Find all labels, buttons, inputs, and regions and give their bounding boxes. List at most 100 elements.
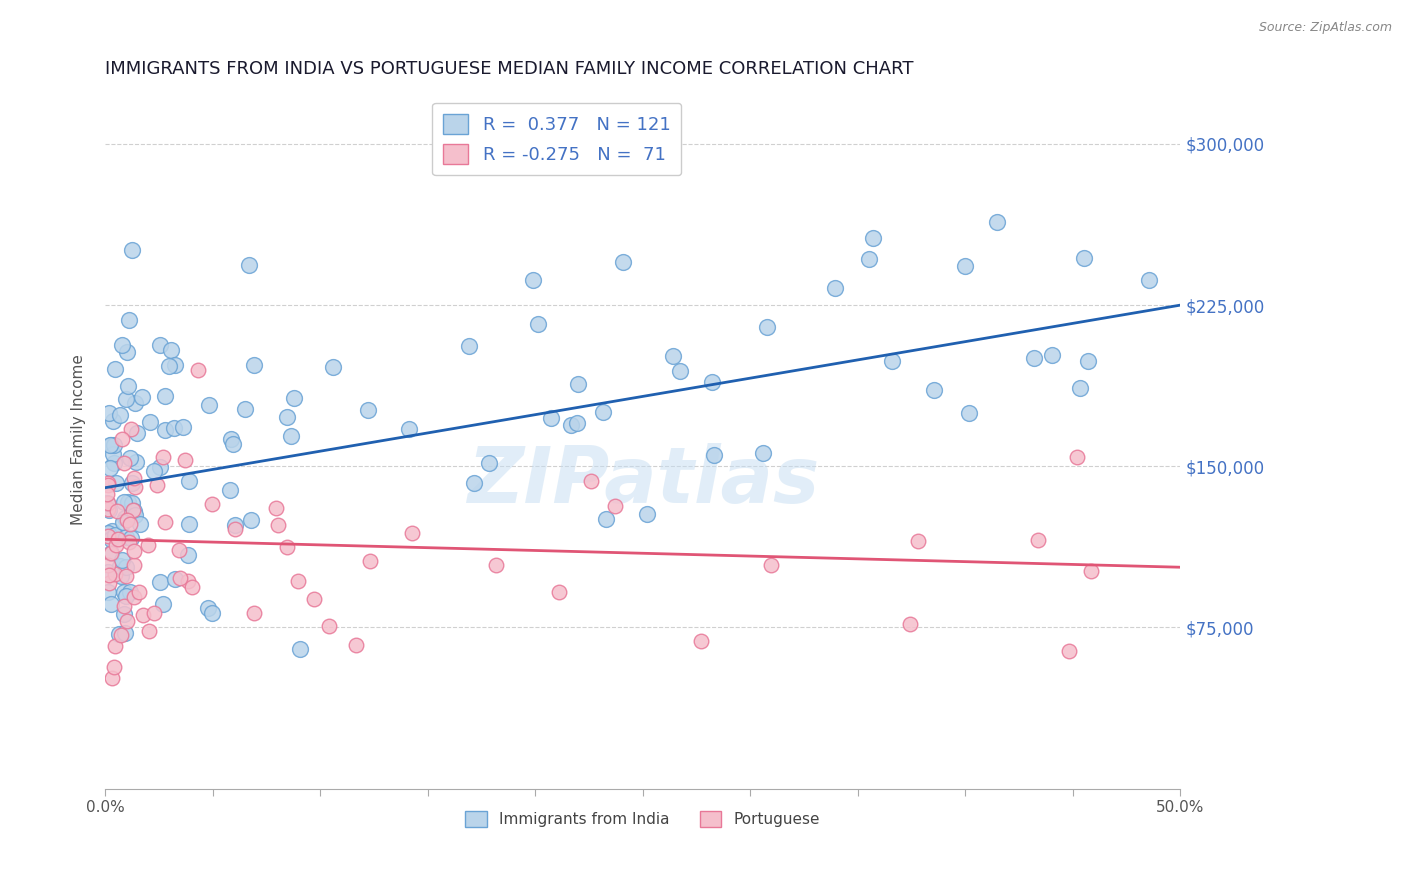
Point <box>359 554 381 568</box>
Point <box>592 405 614 419</box>
Point <box>222 437 245 451</box>
Point <box>463 475 485 490</box>
Point <box>131 390 153 404</box>
Point <box>98 502 121 516</box>
Point <box>636 507 658 521</box>
Point <box>527 317 550 331</box>
Text: Source: ZipAtlas.com: Source: ZipAtlas.com <box>1258 21 1392 34</box>
Point <box>112 599 135 613</box>
Point <box>97 565 120 579</box>
Point <box>242 606 264 620</box>
Legend: Immigrants from India, Portuguese: Immigrants from India, Portuguese <box>460 805 827 833</box>
Point <box>100 438 122 452</box>
Point <box>1026 533 1049 547</box>
Point <box>959 405 981 419</box>
Point <box>146 477 169 491</box>
Point <box>115 559 138 574</box>
Point <box>114 589 136 603</box>
Point <box>703 448 725 462</box>
Point <box>824 281 846 295</box>
Point <box>122 543 145 558</box>
Point <box>104 639 127 653</box>
Point <box>103 438 125 452</box>
Point <box>111 432 134 446</box>
Point <box>97 576 120 591</box>
Point <box>101 414 124 428</box>
Point <box>124 396 146 410</box>
Point <box>197 398 219 412</box>
Point <box>104 538 127 552</box>
Point <box>98 461 121 475</box>
Point <box>595 512 617 526</box>
Point <box>112 494 135 508</box>
Point <box>287 574 309 588</box>
Point <box>121 496 143 510</box>
Point <box>201 606 224 620</box>
Point <box>118 534 141 549</box>
Point <box>1137 273 1160 287</box>
Point <box>169 571 191 585</box>
Point <box>560 417 582 432</box>
Point <box>107 532 129 546</box>
Point <box>121 243 143 257</box>
Point <box>122 503 145 517</box>
Point <box>276 541 298 555</box>
Point <box>110 628 132 642</box>
Point <box>152 450 174 464</box>
Point <box>118 517 141 532</box>
Point <box>302 592 325 607</box>
Point <box>160 343 183 358</box>
Point <box>907 534 929 549</box>
Point <box>187 362 209 376</box>
Point <box>239 513 262 527</box>
Point <box>118 585 141 599</box>
Point <box>165 573 187 587</box>
Point <box>163 421 186 435</box>
Point <box>104 566 127 581</box>
Point <box>579 475 602 489</box>
Text: IMMIGRANTS FROM INDIA VS PORTUGUESE MEDIAN FAMILY INCOME CORRELATION CHART: IMMIGRANTS FROM INDIA VS PORTUGUESE MEDI… <box>105 60 914 78</box>
Point <box>238 258 260 272</box>
Point <box>1080 564 1102 578</box>
Point <box>112 515 135 529</box>
Point <box>96 486 118 500</box>
Point <box>1069 381 1091 395</box>
Point <box>522 273 544 287</box>
Point <box>136 538 159 552</box>
Y-axis label: Median Family Income: Median Family Income <box>72 354 86 524</box>
Point <box>1073 252 1095 266</box>
Point <box>986 215 1008 229</box>
Point <box>121 475 143 490</box>
Point <box>149 338 172 352</box>
Point <box>163 358 186 372</box>
Point <box>111 553 134 567</box>
Point <box>167 543 190 558</box>
Point <box>115 513 138 527</box>
Point <box>401 526 423 541</box>
Point <box>953 259 976 273</box>
Point <box>127 425 149 440</box>
Point <box>96 476 118 491</box>
Point <box>1077 354 1099 368</box>
Point <box>128 585 150 599</box>
Point <box>155 423 177 437</box>
Point <box>100 438 122 452</box>
Point <box>107 627 129 641</box>
Point <box>457 339 479 353</box>
Point <box>125 455 148 469</box>
Point <box>103 456 125 470</box>
Point <box>177 475 200 489</box>
Point <box>478 456 501 470</box>
Point <box>219 433 242 447</box>
Point <box>97 558 120 572</box>
Point <box>100 546 122 560</box>
Point <box>1040 348 1063 362</box>
Point <box>398 422 420 436</box>
Point <box>120 450 142 465</box>
Point <box>612 254 634 268</box>
Point <box>98 406 121 420</box>
Point <box>100 597 122 611</box>
Point <box>103 447 125 461</box>
Point <box>115 345 138 359</box>
Point <box>97 525 120 540</box>
